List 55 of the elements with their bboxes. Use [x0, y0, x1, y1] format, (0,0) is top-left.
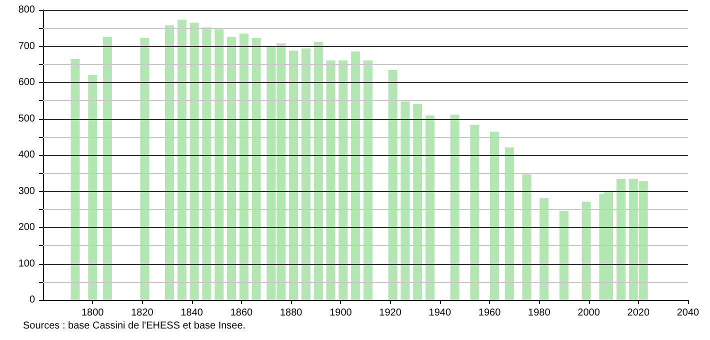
bar — [470, 124, 480, 300]
bar — [338, 60, 348, 300]
bar — [504, 147, 514, 300]
bar — [202, 27, 212, 300]
bar — [70, 58, 80, 300]
bar — [214, 29, 224, 300]
bar — [616, 178, 626, 300]
bar — [103, 36, 112, 300]
bar — [351, 51, 360, 300]
bar — [326, 60, 336, 300]
bar — [450, 114, 460, 300]
x-tick-label: 2040 — [676, 308, 700, 318]
bar — [252, 38, 261, 300]
bar — [301, 48, 310, 300]
x-tick-label: 1860 — [230, 308, 254, 318]
bar — [190, 22, 199, 300]
bar — [363, 60, 372, 300]
bar — [88, 74, 98, 300]
source-note: Sources : base Cassini de l'EHESS et base Insee. — [23, 320, 246, 332]
bar — [388, 70, 398, 300]
bar — [177, 20, 186, 300]
bar — [522, 174, 532, 300]
x-tick-label: 1820 — [131, 308, 154, 318]
bar — [239, 34, 248, 300]
y-tick-label: 500 — [18, 113, 36, 124]
x-tick-label: 1940 — [428, 308, 452, 318]
x-tick-label: 1920 — [379, 308, 402, 318]
bar — [165, 25, 174, 300]
x-tick-label: 1980 — [528, 308, 551, 318]
bar — [426, 115, 434, 300]
y-tick-label: 200 — [18, 222, 36, 233]
bar — [540, 198, 549, 300]
x-tick-label: 2020 — [627, 308, 650, 318]
x-tick-label: 1840 — [180, 308, 204, 318]
bar — [413, 104, 422, 300]
bar — [140, 38, 150, 300]
bar — [582, 202, 591, 300]
y-tick-label: 300 — [18, 186, 36, 197]
x-tick-label: 1880 — [280, 308, 303, 318]
bar — [400, 101, 410, 300]
bar — [314, 42, 323, 300]
bar — [490, 132, 499, 300]
x-tick-label: 1800 — [81, 308, 104, 318]
y-tick-label: 800 — [18, 4, 36, 16]
bar — [289, 50, 298, 300]
y-tick-label: 700 — [18, 40, 36, 52]
x-tick-label: 1900 — [330, 308, 352, 318]
y-tick-label: 400 — [18, 150, 36, 160]
y-tick-label: 600 — [18, 77, 36, 88]
y-tick-label: 100 — [18, 258, 36, 270]
x-tick-label: 2000 — [578, 308, 600, 318]
bar — [227, 36, 236, 300]
x-tick-label: 1960 — [478, 308, 502, 318]
bar — [559, 210, 568, 300]
y-tick-label: 0 — [29, 294, 36, 306]
